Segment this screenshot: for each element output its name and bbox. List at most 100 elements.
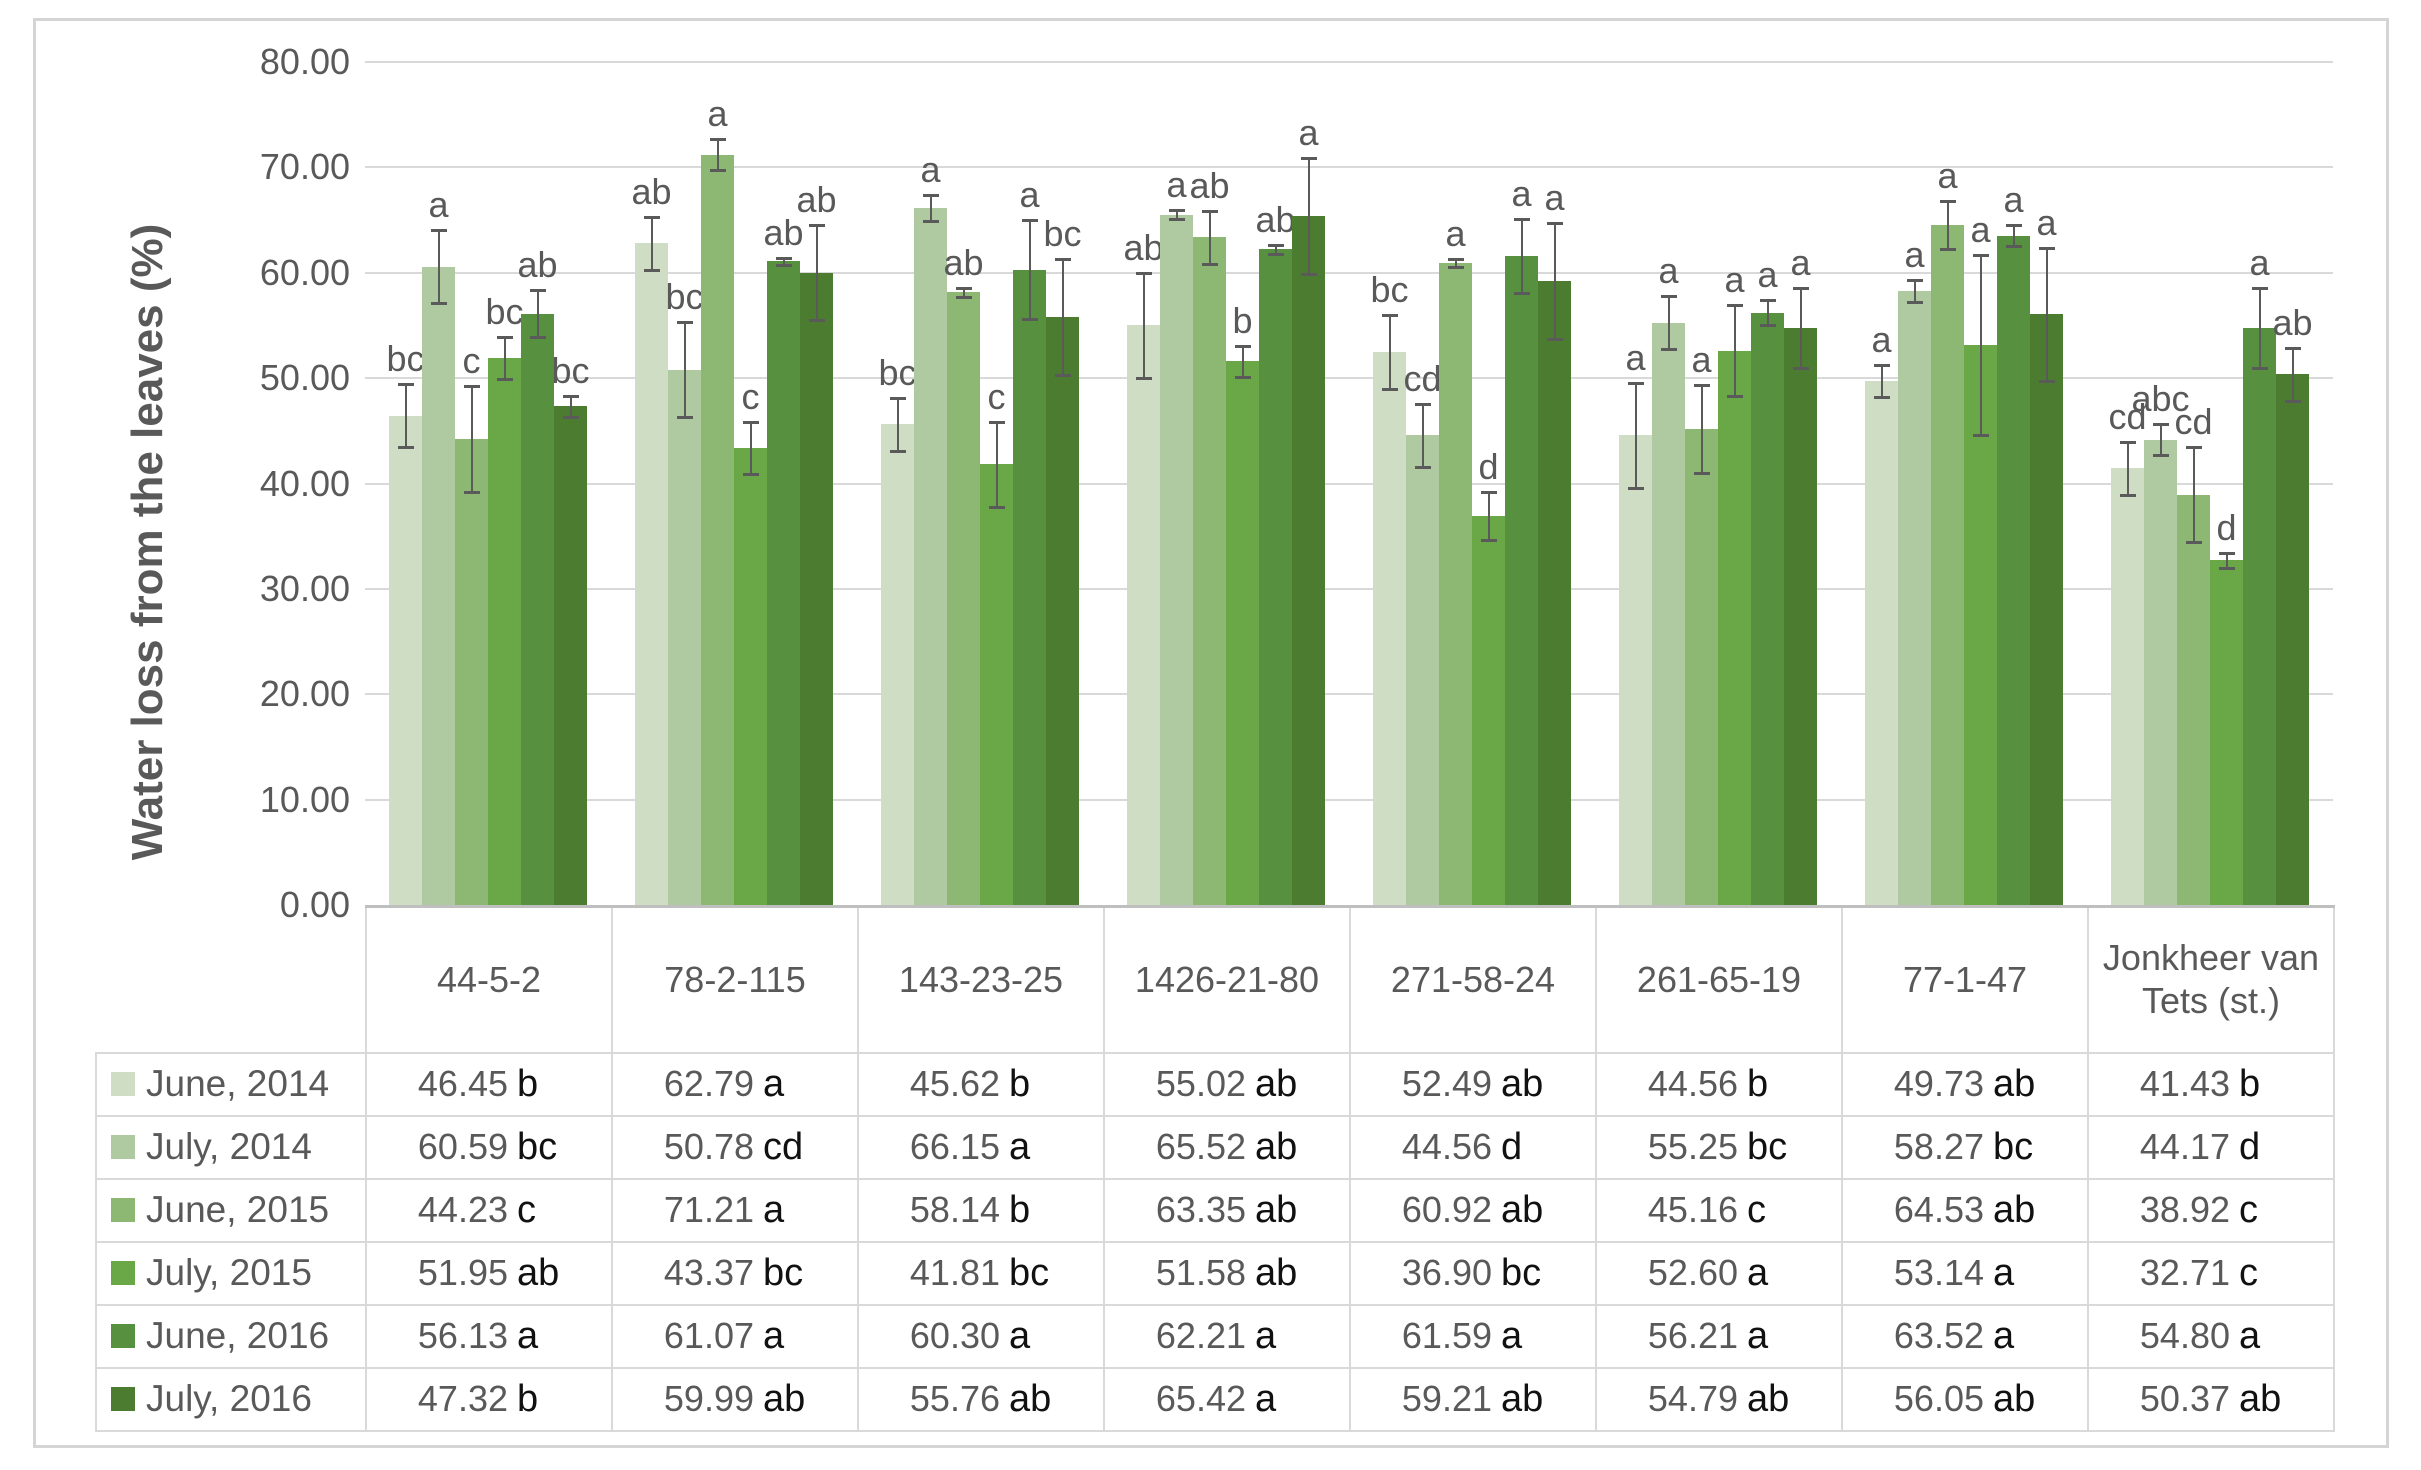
bar-letter: a — [1790, 241, 1811, 283]
error-bar-cap — [2185, 541, 2202, 545]
bar — [1439, 263, 1472, 905]
table-letter: a — [1747, 1314, 1769, 1357]
error-bar — [1766, 300, 1769, 326]
category-label: 77-1-47 — [1841, 905, 2089, 1054]
bar-letter: cd — [2108, 396, 2147, 438]
bar-letter: a — [1757, 254, 1778, 296]
table-letter: ab — [1501, 1377, 1544, 1420]
error-bar-cap — [2218, 566, 2235, 570]
table-cell: 41.81 bc — [857, 1240, 1105, 1306]
table-cell: 64.53 ab — [1841, 1177, 2089, 1243]
table-letter: ab — [1009, 1377, 1052, 1420]
table-value: 62.79 — [663, 1062, 754, 1104]
table-letter: b — [1009, 1062, 1031, 1105]
table-letter: ab — [1993, 1377, 2036, 1420]
error-bar — [1700, 384, 1703, 474]
error-bar-cap — [808, 224, 825, 228]
legend-label: June, 2015 — [146, 1189, 330, 1230]
bar-letter: a — [920, 149, 941, 191]
table-letter: c — [2239, 1188, 2258, 1231]
table-value: 50.78 — [663, 1125, 754, 1167]
bar — [1652, 322, 1685, 905]
error-bar — [404, 383, 407, 448]
table-value: 61.59 — [1401, 1314, 1492, 1356]
table-value: 51.58 — [1155, 1251, 1246, 1293]
error-bar — [2291, 347, 2294, 401]
bar — [389, 415, 422, 905]
error-bar-cap — [1939, 199, 1956, 203]
error-bar — [1733, 305, 1736, 397]
error-bar-cap — [1693, 472, 1710, 476]
error-bar-cap — [2284, 399, 2301, 403]
legend-label: July, 2015 — [146, 1252, 312, 1293]
bar-letter: cd — [2174, 401, 2213, 443]
error-bar-cap — [2038, 246, 2055, 250]
table-letter: a — [1993, 1251, 2015, 1294]
gridline — [365, 377, 2333, 380]
table-cell: 56.21 a — [1595, 1303, 1843, 1369]
table-letter: a — [517, 1314, 539, 1357]
error-bar — [716, 138, 719, 171]
table-cell: 51.95 ab — [365, 1240, 613, 1306]
bar — [734, 448, 767, 905]
table-value: 64.53 — [1893, 1188, 1984, 1230]
table-cell: 50.37 ab — [2087, 1366, 2335, 1432]
bar — [2144, 439, 2177, 905]
table-cell: 52.60 a — [1595, 1240, 1843, 1306]
y-tick-label: 70.00 — [259, 146, 350, 188]
legend-cell: July, 2016 — [95, 1366, 367, 1432]
error-bar — [1520, 219, 1523, 293]
table-value: 49.73 — [1893, 1062, 1984, 1104]
error-bar-cap — [1168, 209, 1185, 213]
category-label: 1426-21-80 — [1103, 905, 1351, 1054]
y-tick-label: 40.00 — [259, 462, 350, 504]
table-letter: a — [1255, 1314, 1277, 1357]
table-corner-cell — [96, 906, 367, 1054]
bar — [1898, 290, 1931, 905]
table-cell: 45.16 c — [1595, 1177, 1843, 1243]
error-bar-cap — [955, 287, 972, 291]
table-letter: ab — [1501, 1188, 1544, 1231]
table-cell: 44.56 b — [1595, 1051, 1843, 1117]
gridline — [365, 482, 2333, 485]
table-cell: 55.02 ab — [1103, 1051, 1351, 1117]
table-letter: ab — [1993, 1188, 2036, 1231]
bar — [1505, 256, 1538, 905]
category-label: 261-65-19 — [1595, 905, 1843, 1054]
bar-letter: cd — [1403, 357, 1442, 399]
bar-letter: a — [428, 183, 449, 225]
bar — [767, 261, 800, 905]
table-value: 55.76 — [909, 1377, 1000, 1419]
table-value: 38.92 — [2139, 1188, 2230, 1230]
table-cell: 56.05 ab — [1841, 1366, 2089, 1432]
table-cell: 58.27 bc — [1841, 1114, 2089, 1180]
legend-swatch — [111, 1198, 135, 1222]
error-bar-cap — [1168, 217, 1185, 221]
table-value: 62.21 — [1155, 1314, 1246, 1356]
error-bar-cap — [1300, 272, 1317, 276]
table-letter: bc — [1501, 1251, 1542, 1294]
bar — [2177, 494, 2210, 905]
error-bar-cap — [742, 420, 759, 424]
table-value: 71.21 — [663, 1188, 754, 1230]
bar — [1619, 435, 1652, 905]
table-letter: c — [2239, 1251, 2258, 1294]
error-bar-cap — [430, 302, 447, 306]
error-bar — [896, 397, 899, 451]
bar — [2030, 314, 2063, 905]
table-value: 56.21 — [1647, 1314, 1738, 1356]
bar — [1964, 345, 1997, 905]
error-bar — [1208, 211, 1211, 264]
table-letter: ab — [517, 1251, 560, 1294]
bar-letter: bc — [485, 290, 524, 332]
bar — [1127, 325, 1160, 905]
table-cell: 32.71 c — [2087, 1240, 2335, 1306]
bar — [1226, 361, 1259, 905]
table-letter: ab — [1255, 1062, 1298, 1105]
bar — [1013, 269, 1046, 905]
table-letter: a — [1993, 1314, 2015, 1357]
error-bar-cap — [1300, 156, 1317, 160]
table-letter: d — [1501, 1125, 1523, 1168]
bar-letter: ab — [763, 212, 804, 254]
y-tick-label: 30.00 — [259, 567, 350, 609]
